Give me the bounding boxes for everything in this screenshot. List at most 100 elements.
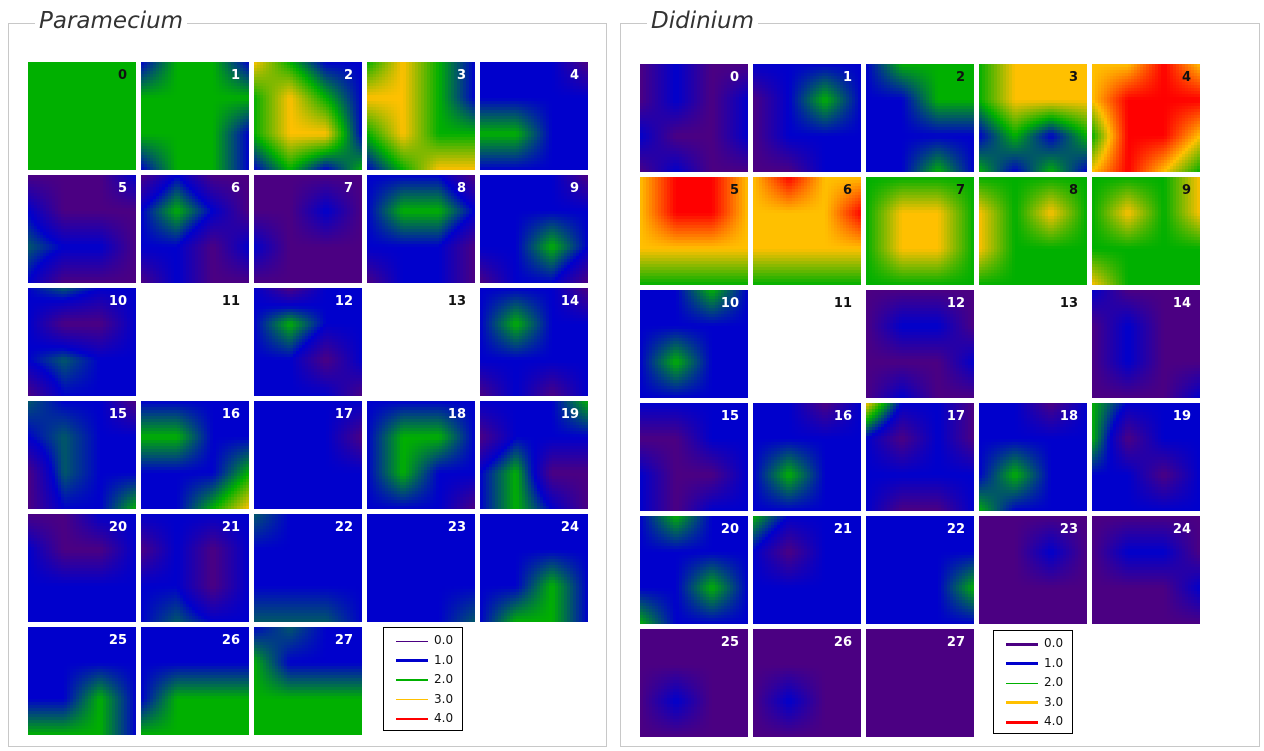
heatmap-cell [320, 71, 323, 74]
heatmap-cell [100, 83, 103, 86]
heatmap-cell [156, 83, 159, 86]
heatmap-cell [344, 158, 347, 161]
heatmap-cell [433, 113, 436, 116]
heatmap-cell [332, 104, 335, 107]
heatmap-cell [433, 77, 436, 80]
heatmap-cell [106, 65, 109, 68]
heatmap-cell [326, 71, 329, 74]
heatmap-cell [156, 125, 159, 128]
heatmap-cell [379, 101, 382, 104]
heatmap-cell [287, 146, 290, 149]
heatmap-cell [272, 74, 275, 77]
heatmap-cell [204, 95, 207, 98]
heatmap-cell [293, 131, 296, 134]
heatmap-cell [344, 161, 347, 164]
heatmap-cell [409, 125, 412, 128]
heatmap-cell [472, 125, 475, 128]
heatmap-cell [254, 161, 257, 164]
heatmap-cell [91, 167, 94, 170]
heatmap-cell [147, 107, 150, 110]
heatmap-cell [198, 158, 201, 161]
heatmap-cell [109, 101, 112, 104]
heatmap-cell [177, 74, 180, 77]
heatmap-cell [88, 158, 91, 161]
heatmap-cell [373, 137, 376, 140]
heatmap-cell [260, 71, 263, 74]
heatmap-cell [67, 110, 70, 113]
heatmap-cell [269, 62, 272, 65]
heatmap-cell [115, 98, 118, 101]
heatmap-cell [52, 152, 55, 155]
heatmap-cell [130, 152, 133, 155]
heatmap-cell [403, 80, 406, 83]
heatmap-cell [237, 134, 240, 137]
heatmap-cell [290, 116, 293, 119]
heatmap-cell [222, 116, 225, 119]
heatmap-cell [97, 155, 100, 158]
heatmap-cell [198, 65, 201, 68]
heatmap-cell [320, 62, 323, 65]
heatmap-cell [58, 80, 61, 83]
heatmap-cell [329, 122, 332, 125]
heatmap-cell [263, 71, 266, 74]
heatmap-cell [219, 62, 222, 65]
heatmap-cell [427, 134, 430, 137]
heatmap-cell [278, 125, 281, 128]
heatmap-cell [144, 62, 147, 65]
heatmap-cell [153, 107, 156, 110]
heatmap-cell [317, 104, 320, 107]
heatmap-cell [326, 116, 329, 119]
heatmap-cell [317, 167, 320, 170]
heatmap-cell [439, 68, 442, 71]
heatmap-cell [55, 92, 58, 95]
heatmap-cell [82, 110, 85, 113]
heatmap-cell [284, 110, 287, 113]
heatmap-cell [260, 167, 263, 170]
heatmap-cell [183, 98, 186, 101]
heatmap-cell [246, 95, 249, 98]
heatmap-cell [162, 74, 165, 77]
heatmap-cell [394, 74, 397, 77]
heatmap-cell [442, 83, 445, 86]
heatmap-cell [82, 116, 85, 119]
heatmap-cell [344, 110, 347, 113]
heatmap-cell [177, 143, 180, 146]
heatmap-cell [177, 107, 180, 110]
heatmap-cell [67, 122, 70, 125]
heatmap-cell [367, 152, 370, 155]
heatmap-cell [308, 125, 311, 128]
heatmap-cell [34, 71, 37, 74]
heatmap-cell [394, 80, 397, 83]
heatmap-cell [445, 89, 448, 92]
heatmap-cell [320, 119, 323, 122]
heatmap-cell [156, 146, 159, 149]
heatmap-cell [257, 134, 260, 137]
heatmap-cell [317, 62, 320, 65]
heatmap-cell [439, 107, 442, 110]
heatmap-cell [391, 131, 394, 134]
heatmap-cell [144, 155, 147, 158]
heatmap-cell [388, 74, 391, 77]
heatmap-cell [222, 131, 225, 134]
heatmap-cell [210, 122, 213, 125]
heatmap-cell [189, 125, 192, 128]
heatmap-cell [299, 101, 302, 104]
heatmap-cell [442, 137, 445, 140]
heatmap-cell [67, 71, 70, 74]
heatmap-cell [70, 89, 73, 92]
heatmap-cell [115, 140, 118, 143]
heatmap-cell [391, 77, 394, 80]
heatmap-cell [240, 128, 243, 131]
heatmap-cell [153, 89, 156, 92]
heatmap-cell [195, 77, 198, 80]
heatmap-cell [308, 137, 311, 140]
heatmap-cell [406, 128, 409, 131]
heatmap-cell [88, 149, 91, 152]
heatmap-cell [412, 140, 415, 143]
heatmap-cell [293, 110, 296, 113]
heatmap-cell [201, 107, 204, 110]
heatmap-cell [466, 77, 469, 80]
heatmap-cell [397, 62, 400, 65]
heatmap-cell [424, 80, 427, 83]
heatmap-cell [225, 131, 228, 134]
